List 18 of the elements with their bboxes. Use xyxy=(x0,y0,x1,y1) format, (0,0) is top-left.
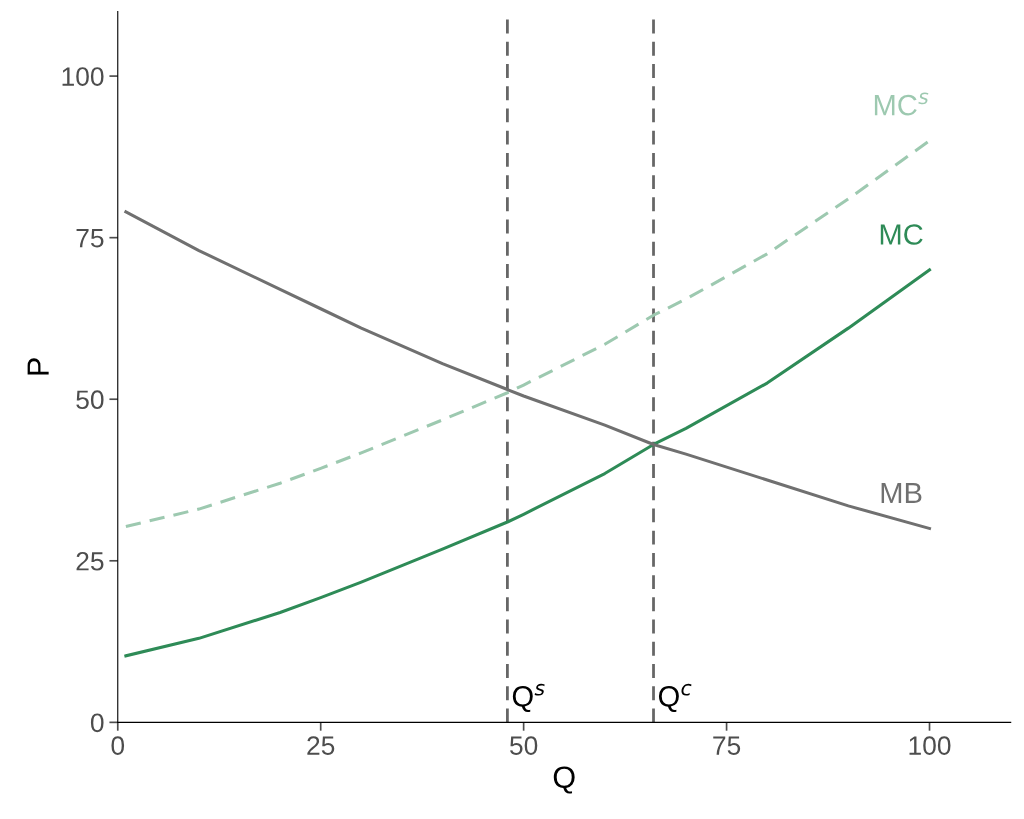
y-tick-label: 50 xyxy=(76,390,104,410)
x-tick-label: 25 xyxy=(307,736,335,755)
y-tick-label: 100 xyxy=(62,67,104,86)
y-tick-label: 25 xyxy=(76,551,104,571)
y-tick-label: 75 xyxy=(76,229,104,248)
x-axis-title: Q xyxy=(553,766,575,794)
series-label: MC xyxy=(880,224,923,245)
ref-line-label: Q$^{c}$ xyxy=(658,683,692,712)
y-tick-label: 0 xyxy=(90,713,104,733)
x-tick-label: 50 xyxy=(510,736,538,755)
x-tick-label: 100 xyxy=(909,736,951,755)
line-series xyxy=(124,268,932,658)
series-label: MB xyxy=(881,482,922,504)
ref-line-label: Q$^{s}$ xyxy=(512,683,545,712)
y-axis-title: P xyxy=(27,358,49,375)
x-tick-label: 75 xyxy=(713,736,741,755)
series-label: MC$^{s}$ xyxy=(874,92,929,116)
x-tick-label: 0 xyxy=(111,736,125,755)
